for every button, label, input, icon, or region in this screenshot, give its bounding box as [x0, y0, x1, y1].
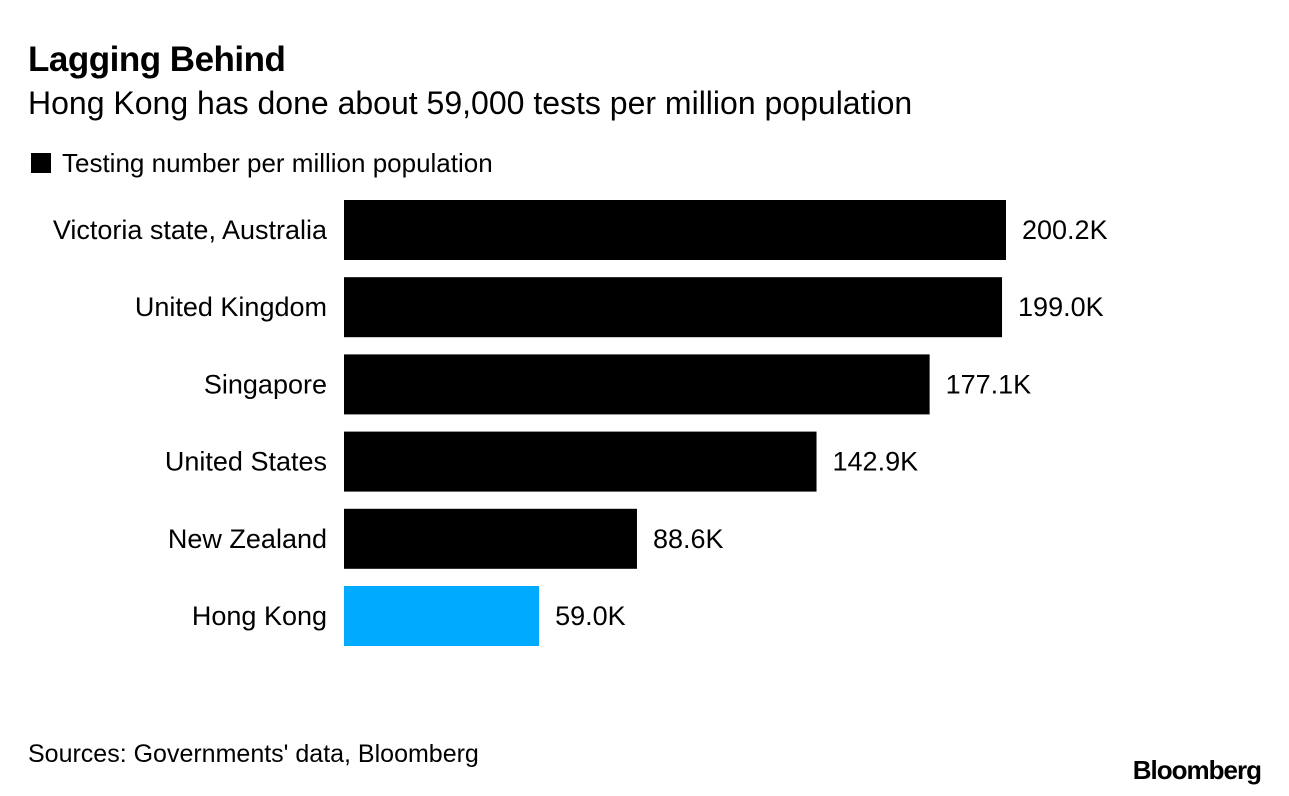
legend: Testing number per million population [31, 148, 493, 178]
value-label: 59.0K [555, 601, 626, 631]
value-label: 142.9K [833, 447, 919, 477]
category-label: Singapore [204, 369, 327, 399]
value-label: 177.1K [946, 369, 1032, 399]
bar [344, 277, 1003, 338]
bar [344, 200, 1006, 260]
bar [344, 586, 540, 646]
category-label: New Zealand [168, 524, 327, 554]
legend-swatch [31, 153, 51, 173]
value-label: 88.6K [653, 524, 724, 554]
bar [344, 354, 930, 415]
category-label: Hong Kong [192, 601, 327, 631]
bloomberg-logo: Bloomberg [1132, 755, 1262, 785]
chart-subtitle: Hong Kong has done about 59,000 tests pe… [28, 85, 913, 121]
value-label: 200.2K [1022, 215, 1108, 245]
category-label: United States [165, 447, 327, 477]
category-label: United Kingdom [135, 292, 327, 322]
source-note: Sources: Governments' data, Bloomberg [28, 740, 479, 768]
legend-label: Testing number per million population [62, 147, 493, 178]
bar [344, 431, 817, 492]
bar [344, 508, 637, 569]
category-label: Victoria state, Australia [53, 215, 328, 245]
value-label: 199.0K [1018, 292, 1104, 322]
chart-title: Lagging Behind [28, 40, 286, 79]
